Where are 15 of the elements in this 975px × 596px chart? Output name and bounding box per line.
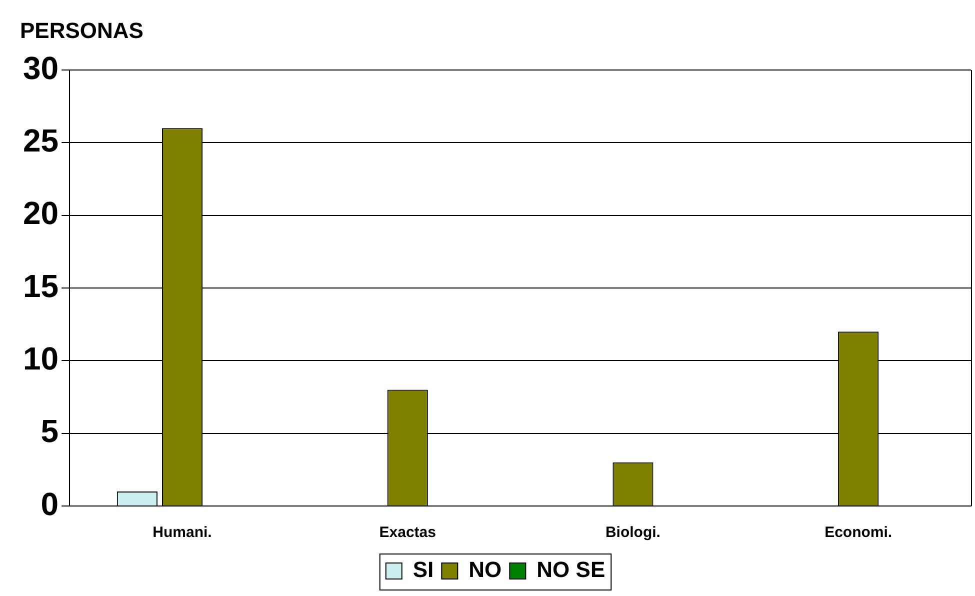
y-tick-label: 25 [23,122,59,158]
legend-label: NO SE [536,557,606,582]
legend-label: SI [412,557,434,582]
legend-label: NO [468,557,502,582]
y-axis-title: PERSONAS [20,18,144,44]
x-tick-label: Exactas [379,524,436,542]
x-tick-label: Economi. [824,524,892,542]
y-tick-label: 5 [40,413,59,450]
y-tick-label: 15 [23,268,59,304]
x-tick-label: Humani. [152,524,212,542]
y-tick-label: 10 [23,340,59,376]
y-tick-label: 30 [23,50,59,86]
x-tick-label: Biologi. [605,524,660,542]
y-tick-label: 0 [40,486,59,522]
y-tick-label: 20 [23,195,59,232]
